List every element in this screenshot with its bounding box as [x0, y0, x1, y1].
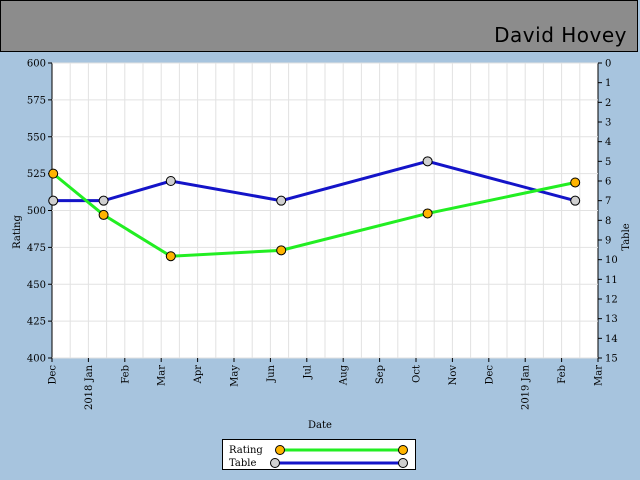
y2-axis-title: Table [621, 223, 632, 250]
legend-marker-rating-start [275, 445, 285, 455]
legend-label-table: Table [229, 458, 256, 469]
x-tick-label: Sep [375, 365, 386, 384]
y2-tick-label: 3 [605, 118, 611, 129]
y-axis-title: Rating [12, 215, 23, 249]
data-point-rating [165, 251, 176, 262]
y2-tick-label: 13 [605, 314, 618, 325]
x-tick-label: Nov [448, 365, 459, 386]
legend-label-rating: Rating [229, 445, 263, 456]
player-name: David Hovey [494, 23, 627, 47]
y-tick-label: 400 [27, 354, 46, 365]
y-tick-label: 575 [27, 95, 46, 106]
series-line-rating [52, 172, 576, 258]
y2-tick-label: 2 [605, 98, 611, 109]
data-point-table [48, 195, 59, 206]
legend-marker-rating-end [398, 445, 408, 455]
data-point-rating [570, 177, 581, 188]
x-tick-label: Mar [157, 365, 168, 386]
x-tick-label: May [230, 365, 241, 387]
series-line-table [53, 159, 576, 203]
legend: Rating Table [222, 439, 416, 470]
y-tick-label: 500 [27, 206, 46, 217]
x-tick-label: Aug [339, 364, 350, 386]
y2-tick-label: 12 [605, 295, 618, 306]
x-tick-label: Apr [193, 365, 204, 385]
y2-tick-label: 0 [605, 59, 611, 70]
legend-marker-table-end [398, 458, 408, 468]
y2-tick-label: 9 [605, 236, 611, 247]
data-point-table [276, 195, 287, 206]
x-axis-title: Date [308, 420, 332, 431]
y-tick-label: 475 [27, 243, 46, 254]
x-tick-label: Jun [266, 364, 277, 382]
series-lines [52, 159, 576, 258]
data-point-rating [276, 245, 287, 256]
x-tick-label: Mar [594, 365, 605, 386]
x-tick-label: Dec [484, 365, 495, 385]
x-tick-label: Dec [48, 365, 59, 385]
y2-tick-label: 1 [605, 78, 611, 89]
y-tick-label: 525 [27, 169, 46, 180]
y-tick-label: 600 [27, 59, 46, 70]
data-point-table [570, 195, 581, 206]
x-tick-label: 2019 Jan [521, 364, 532, 410]
y-tick-label: 550 [27, 132, 46, 143]
y2-tick-label: 11 [605, 275, 618, 286]
data-point-table [165, 176, 176, 186]
y2-tick-label: 4 [605, 137, 611, 148]
grid [52, 62, 598, 359]
y2-tick-label: 8 [605, 216, 611, 227]
data-point-rating [98, 209, 109, 220]
x-tick-label: Oct [412, 365, 423, 383]
x-tick-label: 2018 Jan [84, 364, 95, 410]
y2-tick-label: 14 [605, 334, 618, 345]
y2-tick-label: 6 [605, 177, 611, 188]
y2-tick-label: 5 [605, 157, 611, 168]
y-tick-label: 450 [27, 280, 46, 291]
legend-graphic: Rating Table [229, 445, 408, 469]
legend-marker-table-start [270, 458, 280, 468]
y2-tick-label: 10 [605, 255, 618, 266]
data-point-rating [48, 168, 59, 179]
y2-tick-label: 15 [605, 354, 618, 365]
x-tick-label: Feb [120, 365, 131, 384]
x-tick-label: Jul [302, 365, 313, 380]
x-tick-label: Feb [557, 365, 568, 384]
series-markers [48, 156, 581, 262]
y-tick-label: 425 [27, 317, 46, 328]
data-point-table [98, 195, 109, 206]
data-point-rating [422, 208, 433, 219]
y2-tick-label: 7 [605, 196, 611, 207]
header-bar: David Hovey [0, 0, 638, 52]
data-point-table [422, 156, 433, 167]
